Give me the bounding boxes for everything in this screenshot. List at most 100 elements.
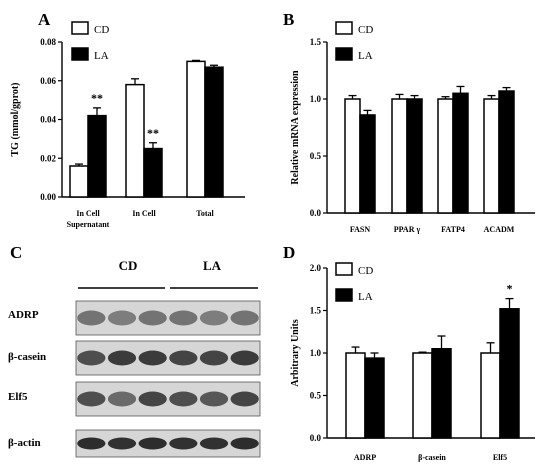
blot-band-adrp: [77, 310, 106, 326]
bar-b-cd-0: [344, 98, 361, 214]
legend-label-b-cd: CD: [358, 24, 373, 36]
panel-letter-a: A: [38, 10, 51, 29]
y-tick-label-d: 1.0: [310, 348, 322, 358]
blot-label-adrp: ADRP: [8, 309, 39, 321]
blot-band-b-casein: [169, 350, 198, 366]
y-axis-title-a: TG (mmol/gprot): [10, 83, 21, 157]
y-axis-title-b: Relative mRNA expression: [290, 70, 301, 185]
panel-letter-d: D: [283, 243, 295, 262]
bar-a-cd-2: [186, 60, 206, 198]
bar-a-la-1: [143, 147, 163, 198]
y-tick-label-b: 0.0: [310, 208, 322, 218]
blot-band-b-actin: [199, 437, 229, 450]
category-label-d: β-casein: [418, 453, 446, 462]
blot-label-elf5: Elf5: [8, 391, 28, 403]
legend-swatch-b-cd: [335, 21, 353, 35]
significance-marker-a: **: [147, 126, 159, 140]
blot-band-adrp: [169, 310, 198, 326]
category-label-b: ACADM: [484, 225, 515, 234]
blot-band-elf5: [77, 391, 106, 407]
y-tick-label-a: 0.00: [40, 192, 56, 202]
bar-a-la-2: [204, 66, 224, 198]
blot-band-adrp: [199, 310, 229, 326]
blot-band-elf5: [199, 391, 229, 407]
legend-label-b-la: LA: [358, 50, 373, 62]
category-label-a: In Cell: [76, 209, 100, 218]
category-label-a: Supernatant: [67, 220, 110, 229]
bar-d-la-1: [431, 348, 452, 439]
bar-b-cd-2: [437, 98, 454, 214]
category-label-a: In Cell: [132, 209, 156, 218]
blot-band-b-casein: [107, 350, 137, 366]
category-label-b: FASN: [350, 225, 371, 234]
bar-b-la-0: [359, 114, 376, 214]
y-tick-label-a: 0.06: [40, 76, 56, 86]
y-tick-label-d: 0.5: [310, 391, 322, 401]
y-tick-label-a: 0.02: [40, 153, 56, 163]
bar-a-cd-0: [69, 165, 89, 198]
category-label-a: Total: [196, 209, 214, 218]
y-tick-label-b: 1.0: [310, 94, 322, 104]
category-label-b: PPAR γ: [394, 225, 421, 234]
legend-swatch-a-cd: [71, 21, 89, 35]
blot-band-b-actin: [230, 437, 259, 450]
western-blot: CD LA ADRP β-casein Elf5 β-actin: [8, 258, 261, 458]
blot-strip-b-casein: [75, 340, 261, 376]
blot-band-b-casein: [199, 350, 229, 366]
legend-label-a-la: LA: [94, 50, 109, 62]
category-label-d: Elf5: [493, 453, 507, 462]
blot-band-adrp: [138, 310, 167, 326]
blot-band-elf5: [230, 391, 259, 407]
bar-b-la-1: [406, 98, 423, 214]
significance-marker-a: **: [91, 91, 103, 105]
blot-group-cd: CD: [119, 258, 138, 273]
legend-label-d-la: LA: [358, 291, 373, 303]
bar-b-cd-3: [483, 98, 500, 214]
chart-d: 0.0 0.5 1.0 1.5 2.0 Arbitrary Units ADRP β-case…: [290, 262, 535, 462]
blot-band-elf5: [169, 391, 198, 407]
blot-band-b-actin: [77, 437, 106, 450]
category-label-d: ADRP: [354, 453, 376, 462]
blot-band-b-casein: [230, 350, 259, 366]
y-tick-label-a: 0.08: [40, 37, 56, 47]
category-label-b: FATP4: [441, 225, 465, 234]
blot-group-la: LA: [203, 258, 222, 273]
significance-marker-d: *: [507, 282, 513, 296]
chart-a: 0.00 0.02 0.04 0.06 0.08 TG (mmol/gprot) In Ce…: [10, 21, 245, 229]
blot-band-elf5: [107, 391, 137, 407]
bar-d-cd-1: [412, 352, 433, 439]
blot-label-b-actin: β-actin: [8, 437, 41, 449]
panel-letter-c: C: [10, 243, 22, 262]
y-tick-label-b: 1.5: [310, 37, 322, 47]
blot-band-elf5: [138, 391, 167, 407]
legend-label-a-cd: CD: [94, 24, 109, 36]
blot-band-b-casein: [77, 350, 106, 366]
bar-d-cd-2: [480, 352, 501, 439]
bar-d-la-0: [364, 357, 385, 439]
y-tick-label-d: 0.0: [310, 433, 322, 443]
legend-label-d-cd: CD: [358, 265, 373, 277]
blot-strips: [75, 300, 261, 458]
blot-band-adrp: [230, 310, 259, 326]
bar-a-la-0: [87, 114, 107, 198]
y-tick-label-a: 0.04: [40, 115, 56, 125]
y-tick-label-b: 0.5: [310, 151, 322, 161]
blot-strip-elf5: [75, 381, 261, 417]
bar-b-la-2: [452, 92, 469, 214]
legend-swatch-a-la: [71, 47, 89, 61]
y-tick-label-d: 1.5: [310, 306, 322, 316]
bar-b-la-3: [498, 90, 515, 214]
legend-swatch-d-la: [335, 288, 353, 302]
bar-d-la-2: [499, 308, 520, 439]
bar-d-cd-0: [345, 352, 366, 439]
bar-b-cd-1: [391, 98, 408, 214]
bar-a-cd-1: [125, 83, 145, 198]
y-tick-label-d: 2.0: [310, 263, 322, 273]
blot-label-b-casein: β-casein: [8, 351, 46, 363]
chart-b: 0.0 0.5 1.0 1.5 Relative mRNA expression FASN…: [290, 21, 535, 234]
panel-letter-b: B: [283, 10, 294, 29]
blot-band-b-actin: [169, 437, 198, 450]
blot-band-b-actin: [138, 437, 167, 450]
blot-band-b-actin: [107, 437, 137, 450]
